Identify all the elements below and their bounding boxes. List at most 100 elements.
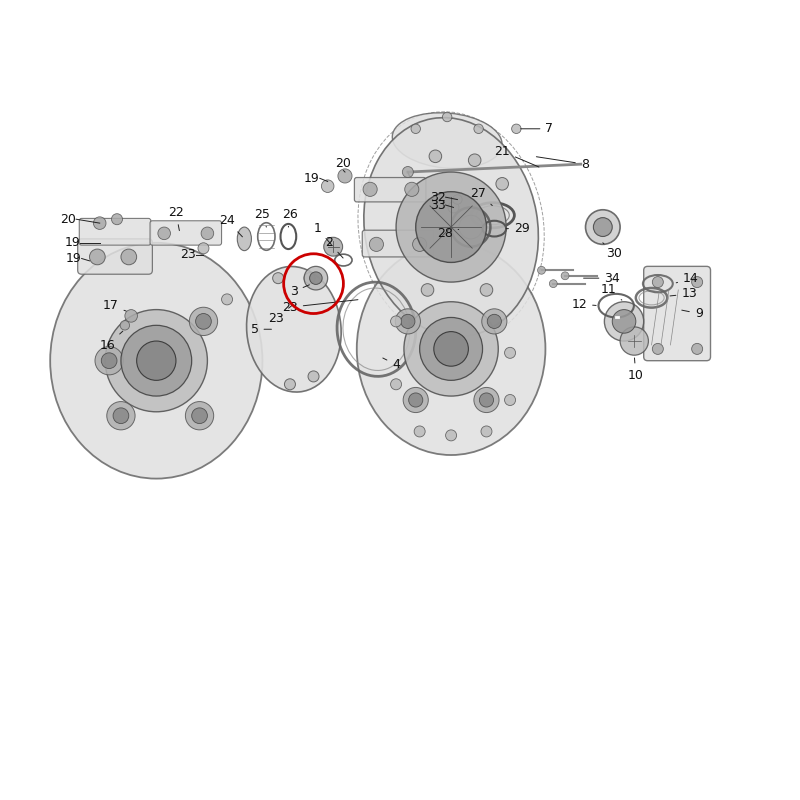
Circle shape (453, 195, 462, 204)
Text: 9: 9 (682, 307, 702, 320)
Circle shape (496, 178, 509, 190)
Text: 1: 1 (314, 222, 331, 245)
Text: 12: 12 (571, 298, 596, 310)
Text: 33: 33 (430, 198, 446, 211)
Circle shape (370, 238, 383, 251)
Text: 5: 5 (250, 322, 271, 336)
Circle shape (201, 227, 214, 240)
Circle shape (411, 124, 421, 134)
Text: 14: 14 (676, 272, 698, 285)
Circle shape (561, 272, 569, 280)
Text: 25: 25 (254, 208, 270, 227)
FancyBboxPatch shape (644, 266, 710, 361)
Text: 19: 19 (304, 172, 320, 185)
Circle shape (111, 214, 122, 225)
Circle shape (196, 314, 211, 330)
Circle shape (414, 426, 425, 437)
Circle shape (512, 124, 521, 134)
Circle shape (413, 238, 426, 251)
Text: 24: 24 (219, 214, 242, 237)
Circle shape (186, 402, 214, 430)
Circle shape (405, 182, 419, 196)
Text: 16: 16 (100, 331, 123, 352)
Circle shape (322, 180, 334, 193)
Circle shape (429, 150, 442, 162)
Text: 23: 23 (180, 248, 196, 261)
Text: 7: 7 (521, 122, 554, 135)
Circle shape (416, 192, 486, 262)
Circle shape (505, 347, 515, 358)
Circle shape (468, 154, 481, 166)
Circle shape (94, 217, 106, 230)
Text: 28: 28 (437, 227, 458, 240)
FancyBboxPatch shape (79, 218, 151, 245)
Text: 29: 29 (506, 222, 530, 235)
Circle shape (324, 238, 342, 256)
Circle shape (222, 294, 233, 305)
Circle shape (480, 284, 493, 296)
Ellipse shape (246, 266, 341, 392)
Text: 21: 21 (494, 145, 539, 167)
Text: 4: 4 (383, 358, 400, 371)
Text: 8: 8 (536, 157, 589, 170)
Text: 23: 23 (268, 305, 293, 325)
Circle shape (273, 273, 284, 284)
Circle shape (474, 124, 483, 134)
FancyBboxPatch shape (362, 230, 434, 257)
Circle shape (482, 309, 507, 334)
Circle shape (113, 408, 129, 423)
Text: 32: 32 (430, 190, 446, 204)
Circle shape (363, 182, 378, 196)
Circle shape (448, 202, 459, 213)
Circle shape (396, 172, 506, 282)
Circle shape (308, 371, 319, 382)
Circle shape (620, 327, 649, 355)
FancyBboxPatch shape (78, 239, 152, 274)
FancyBboxPatch shape (150, 221, 222, 245)
Text: 22: 22 (168, 206, 184, 230)
Circle shape (422, 284, 434, 296)
Circle shape (442, 112, 452, 122)
Circle shape (487, 314, 502, 329)
Circle shape (285, 378, 295, 390)
Circle shape (390, 316, 402, 327)
Circle shape (198, 242, 209, 254)
Circle shape (594, 218, 612, 237)
Text: 20: 20 (60, 213, 76, 226)
Circle shape (652, 343, 663, 354)
Text: 10: 10 (628, 358, 644, 382)
Circle shape (446, 430, 457, 441)
Ellipse shape (238, 227, 251, 250)
Circle shape (505, 394, 515, 406)
Circle shape (395, 309, 421, 334)
Circle shape (304, 273, 315, 284)
Circle shape (338, 169, 352, 183)
Text: 2: 2 (326, 236, 343, 258)
Circle shape (612, 310, 636, 333)
Circle shape (586, 210, 620, 244)
Circle shape (404, 302, 498, 396)
Text: 17: 17 (102, 299, 126, 312)
Text: 20: 20 (335, 158, 351, 170)
Circle shape (137, 341, 176, 380)
Circle shape (692, 343, 702, 354)
Circle shape (403, 387, 428, 413)
Ellipse shape (357, 242, 546, 455)
Text: 30: 30 (603, 242, 622, 260)
Circle shape (90, 249, 106, 265)
Circle shape (434, 332, 468, 366)
Text: 13: 13 (670, 287, 697, 300)
Circle shape (402, 166, 414, 178)
Text: 23: 23 (282, 300, 358, 314)
Circle shape (310, 272, 322, 285)
Ellipse shape (392, 113, 502, 169)
Circle shape (304, 266, 328, 290)
Ellipse shape (364, 118, 538, 337)
Circle shape (121, 249, 137, 265)
Circle shape (158, 227, 170, 240)
Circle shape (390, 378, 402, 390)
Text: 19: 19 (64, 236, 80, 250)
Text: 27: 27 (470, 186, 492, 206)
Text: 11: 11 (601, 283, 622, 300)
Circle shape (652, 277, 663, 287)
